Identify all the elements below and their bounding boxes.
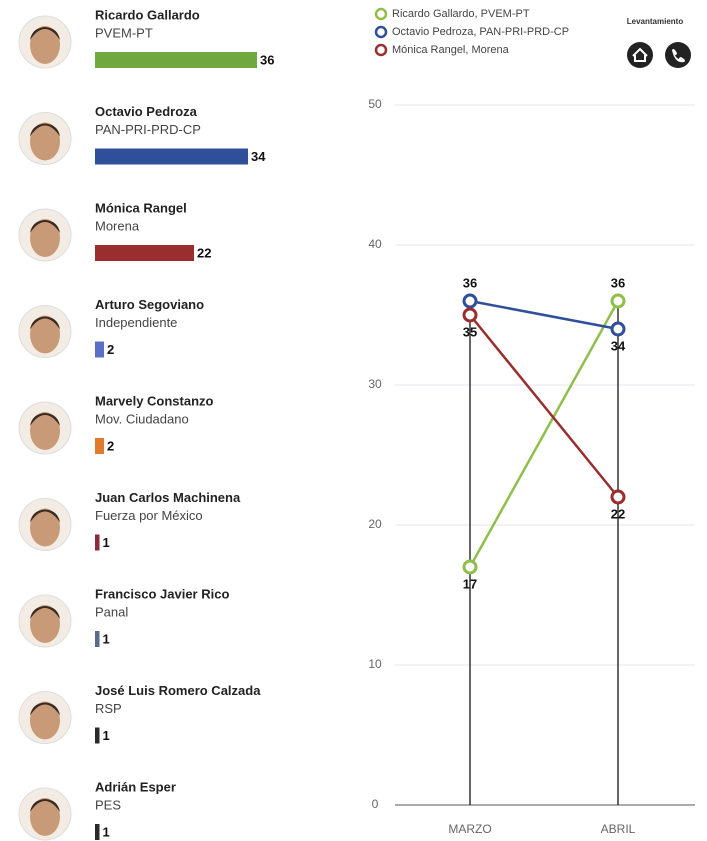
avatar bbox=[18, 691, 72, 744]
y-tick-label: 50 bbox=[368, 97, 382, 111]
header-label: Levantamiento bbox=[627, 17, 684, 26]
hair bbox=[30, 702, 60, 716]
hair bbox=[30, 27, 60, 40]
point bbox=[462, 559, 478, 575]
avatar bbox=[18, 208, 72, 262]
avatar bbox=[18, 401, 72, 455]
data-label: 36 bbox=[463, 275, 477, 290]
series-line bbox=[469, 299, 619, 331]
avatar bbox=[18, 305, 72, 358]
candidate-name: Juan Carlos Machinena bbox=[95, 490, 241, 505]
value-label: 1 bbox=[103, 535, 110, 550]
hair bbox=[30, 123, 60, 137]
point bbox=[462, 307, 478, 323]
hair bbox=[30, 413, 60, 426]
legend-label: Ricardo Gallardo, PVEM-PT bbox=[392, 8, 530, 20]
value-label: 36 bbox=[260, 52, 274, 67]
candidate-name: Octavio Pedroza bbox=[95, 104, 198, 119]
hair bbox=[30, 220, 60, 233]
bar bbox=[95, 438, 104, 454]
y-tick-label: 30 bbox=[368, 377, 382, 391]
home-button[interactable] bbox=[627, 42, 653, 68]
party-name: PVEM-PT bbox=[95, 25, 153, 40]
value-label: 1 bbox=[103, 824, 110, 839]
bar bbox=[95, 341, 104, 358]
face bbox=[30, 798, 60, 836]
face bbox=[30, 605, 60, 643]
party-name: PAN-PRI-PRD-CP bbox=[95, 122, 201, 137]
y-tick-label: 10 bbox=[368, 657, 382, 671]
hair bbox=[30, 509, 60, 523]
value-label: 1 bbox=[103, 631, 110, 646]
hair bbox=[30, 316, 60, 330]
value-label: 1 bbox=[103, 728, 110, 743]
phone-button[interactable] bbox=[665, 42, 691, 68]
candidate-name: Mónica Rangel bbox=[95, 200, 187, 215]
data-label: 17 bbox=[463, 576, 477, 591]
party-name: Fuerza por México bbox=[95, 508, 203, 523]
value-label: 34 bbox=[251, 149, 266, 164]
bar bbox=[95, 245, 194, 261]
y-tick-label: 0 bbox=[372, 797, 379, 811]
avatar bbox=[18, 787, 72, 841]
data-label: 36 bbox=[611, 275, 625, 290]
bar bbox=[95, 52, 257, 68]
x-tick-label: MARZO bbox=[448, 822, 491, 836]
data-label: 34 bbox=[611, 338, 626, 353]
y-tick-label: 20 bbox=[368, 517, 382, 531]
face bbox=[30, 412, 60, 450]
avatar bbox=[18, 112, 72, 165]
value-label: 2 bbox=[107, 342, 114, 357]
legend-marker bbox=[374, 43, 388, 57]
series-line bbox=[468, 300, 620, 568]
party-name: RSP bbox=[95, 701, 122, 716]
candidate-name: Arturo Segoviano bbox=[95, 297, 204, 312]
legend-marker bbox=[374, 25, 388, 39]
party-name: Morena bbox=[95, 218, 140, 233]
party-name: PES bbox=[95, 797, 121, 812]
candidate-name: Ricardo Gallardo bbox=[95, 7, 200, 22]
face bbox=[30, 122, 60, 161]
party-name: Mov. Ciudadano bbox=[95, 411, 189, 426]
x-tick-label: ABRIL bbox=[601, 822, 636, 836]
hair bbox=[30, 606, 60, 619]
y-tick-label: 40 bbox=[368, 237, 382, 251]
party-name: Panal bbox=[95, 604, 128, 619]
value-label: 22 bbox=[197, 245, 211, 260]
face bbox=[30, 219, 60, 257]
avatar bbox=[18, 498, 72, 551]
avatar bbox=[18, 594, 72, 648]
candidate-name: José Luis Romero Calzada bbox=[95, 683, 261, 698]
legend-label: Octavio Pedroza, PAN-PRI-PRD-CP bbox=[392, 26, 569, 38]
value-label: 2 bbox=[107, 438, 114, 453]
bar bbox=[95, 631, 100, 647]
candidate-name: Adrián Esper bbox=[95, 779, 176, 794]
bar bbox=[95, 534, 100, 551]
point bbox=[462, 293, 478, 309]
candidate-name: Marvely Constanzo bbox=[95, 393, 214, 408]
candidate-name: Francisco Javier Rico bbox=[95, 586, 229, 601]
face bbox=[30, 508, 60, 547]
face bbox=[30, 26, 60, 64]
bar bbox=[95, 824, 100, 840]
point bbox=[610, 489, 626, 505]
hair bbox=[30, 799, 60, 812]
face bbox=[30, 701, 60, 740]
bar bbox=[95, 148, 248, 165]
point bbox=[610, 293, 626, 309]
data-label: 35 bbox=[463, 324, 477, 339]
bar bbox=[95, 727, 100, 744]
face bbox=[30, 315, 60, 354]
data-label: 22 bbox=[611, 506, 625, 521]
point bbox=[610, 321, 626, 337]
series-line bbox=[469, 314, 619, 498]
legend-marker bbox=[374, 7, 388, 21]
legend-label: Mónica Rangel, Morena bbox=[392, 44, 510, 56]
party-name: Independiente bbox=[95, 315, 177, 330]
avatar bbox=[18, 15, 72, 69]
